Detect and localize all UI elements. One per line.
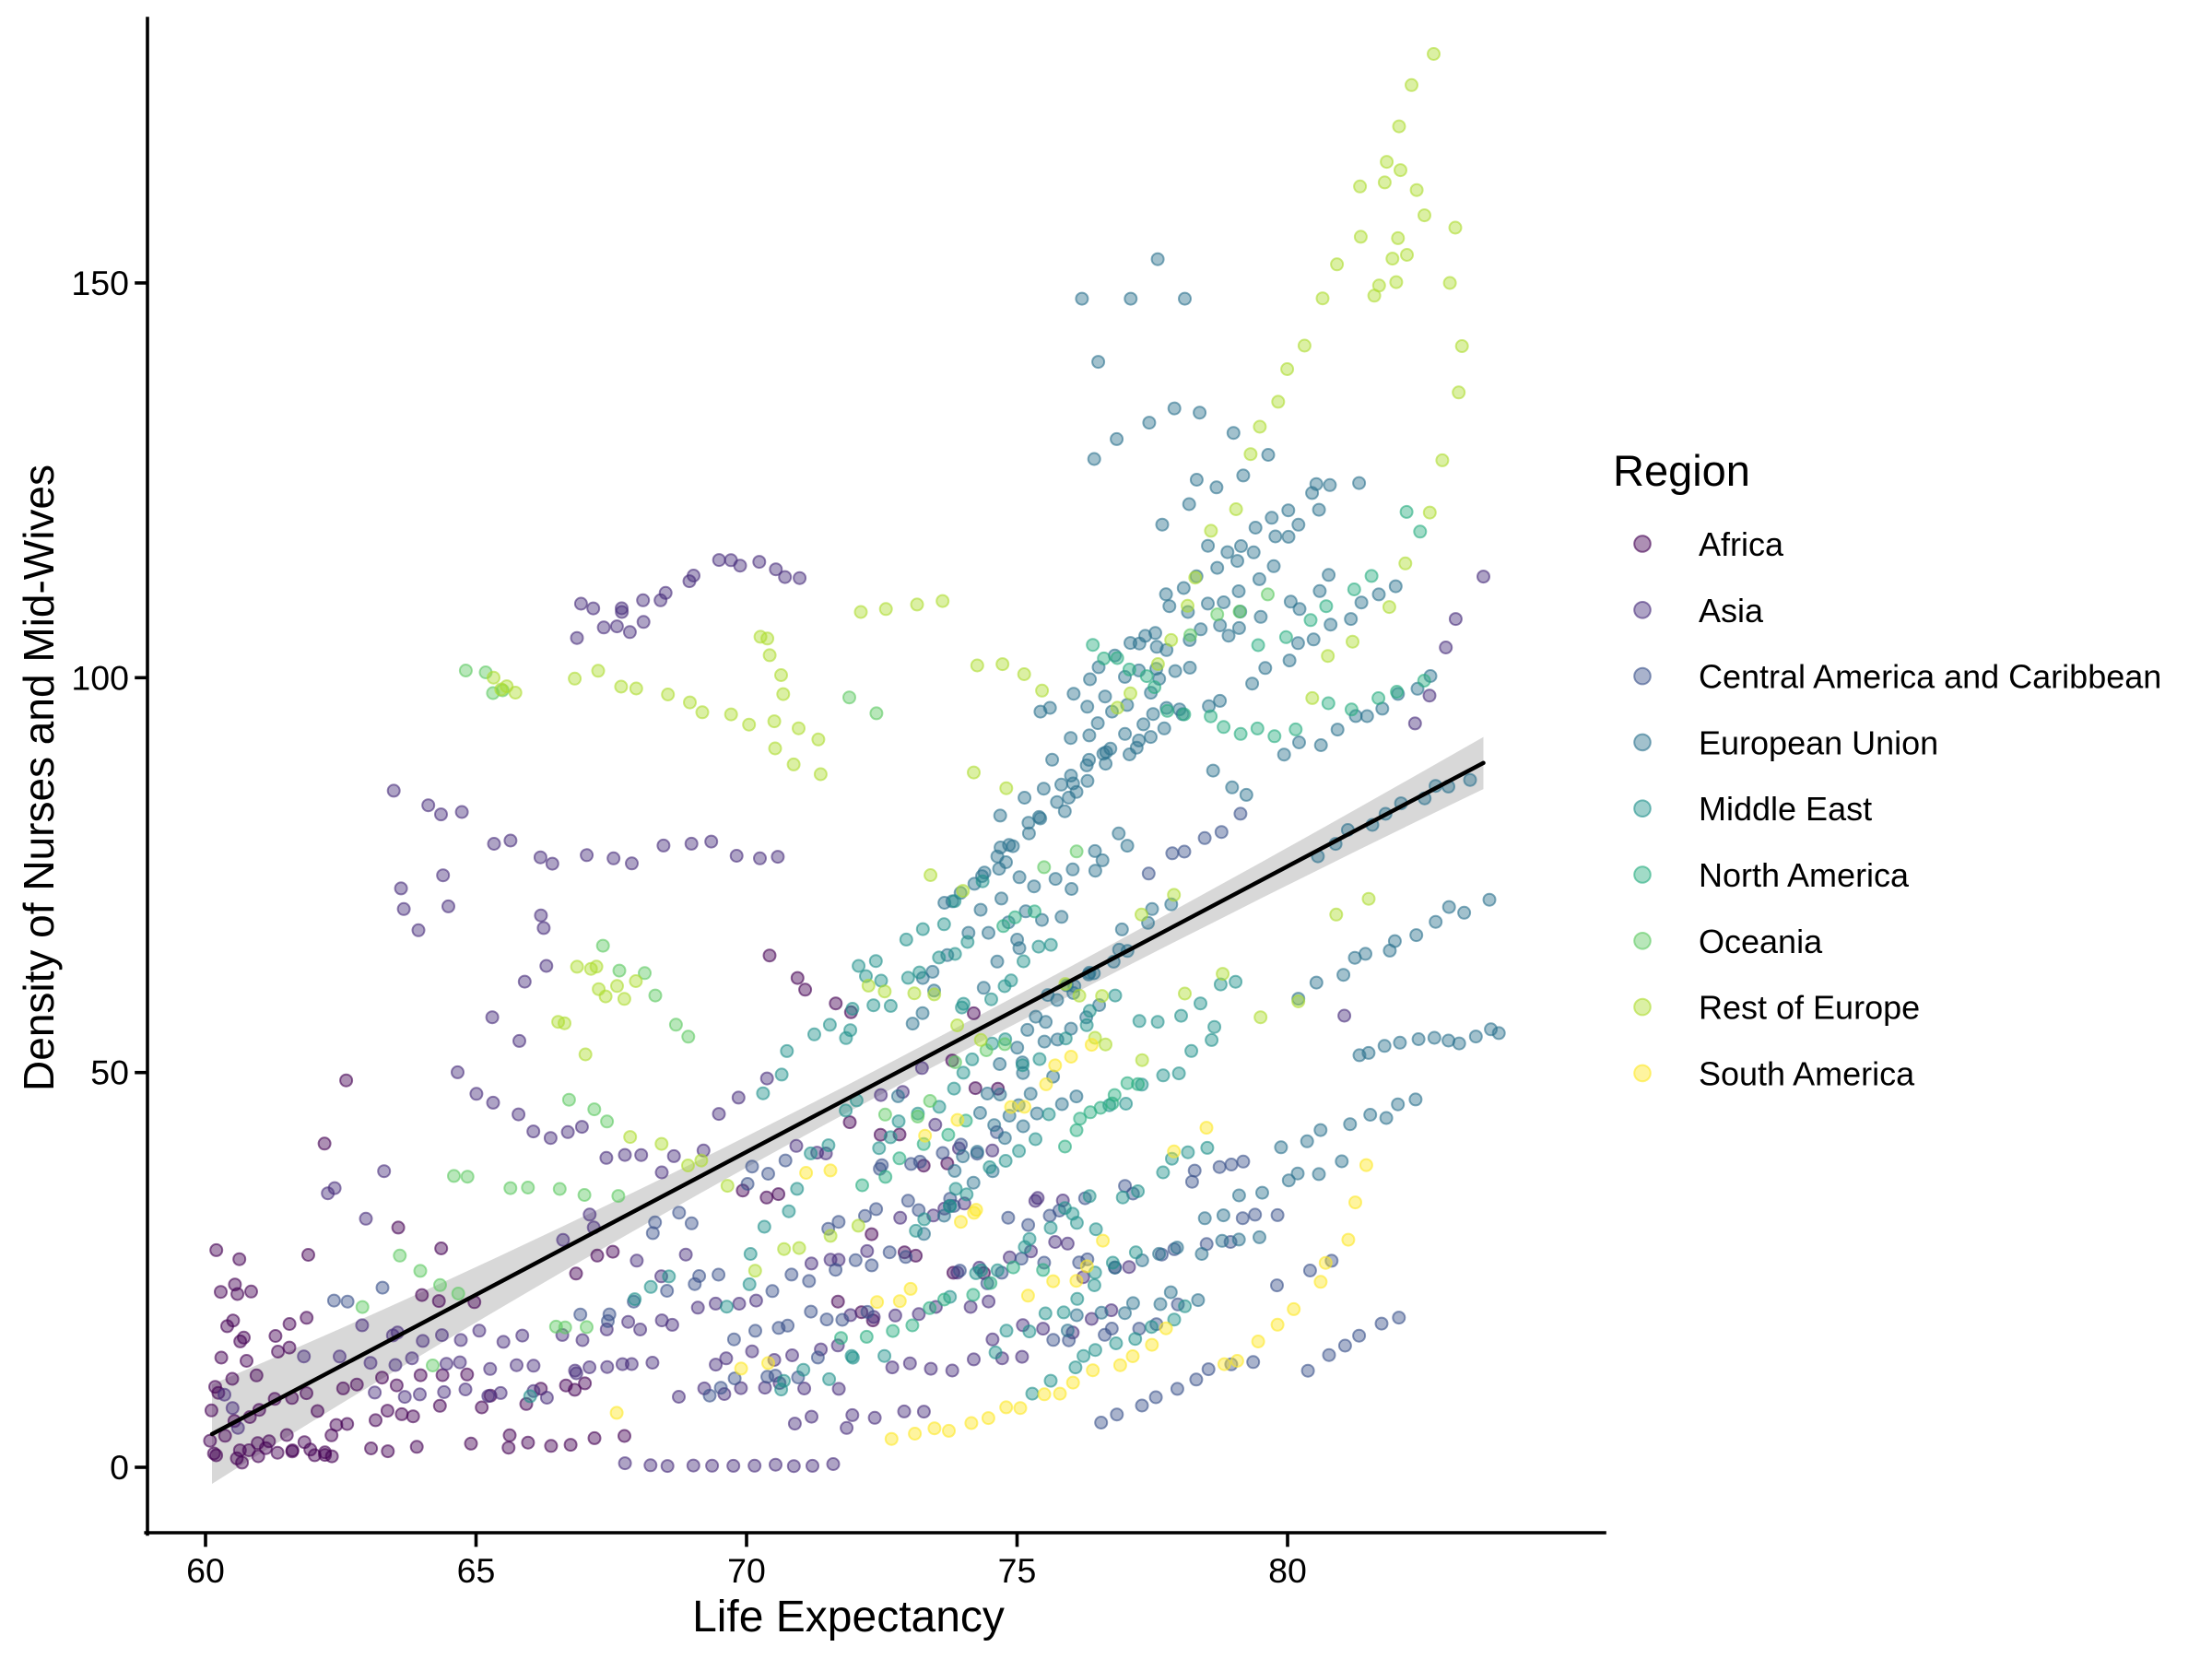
svg-text:Middle East: Middle East bbox=[1699, 790, 1872, 828]
svg-text:60: 60 bbox=[186, 1551, 225, 1590]
svg-text:Rest of Europe: Rest of Europe bbox=[1699, 989, 1920, 1027]
svg-text:North America: North America bbox=[1699, 856, 1910, 894]
svg-text:65: 65 bbox=[457, 1551, 496, 1590]
svg-text:150: 150 bbox=[71, 264, 129, 302]
svg-text:80: 80 bbox=[1268, 1551, 1307, 1590]
svg-text:0: 0 bbox=[110, 1448, 129, 1487]
svg-text:Life Expectancy: Life Expectancy bbox=[692, 1593, 1005, 1641]
svg-text:Asia: Asia bbox=[1699, 592, 1764, 629]
svg-text:Africa: Africa bbox=[1699, 525, 1784, 563]
svg-text:50: 50 bbox=[90, 1053, 129, 1092]
svg-text:75: 75 bbox=[998, 1551, 1037, 1590]
svg-text:100: 100 bbox=[71, 658, 129, 697]
svg-text:Region: Region bbox=[1613, 446, 1750, 495]
svg-text:Central America and Caribbean: Central America and Caribbean bbox=[1699, 658, 2161, 696]
svg-text:Density of Nurses and Mid-Wive: Density of Nurses and Mid-Wives bbox=[15, 465, 63, 1091]
svg-text:European Union: European Union bbox=[1699, 724, 1938, 761]
svg-text:South America: South America bbox=[1699, 1054, 1915, 1092]
svg-text:Oceania: Oceania bbox=[1699, 923, 1823, 960]
svg-text:70: 70 bbox=[727, 1551, 766, 1590]
